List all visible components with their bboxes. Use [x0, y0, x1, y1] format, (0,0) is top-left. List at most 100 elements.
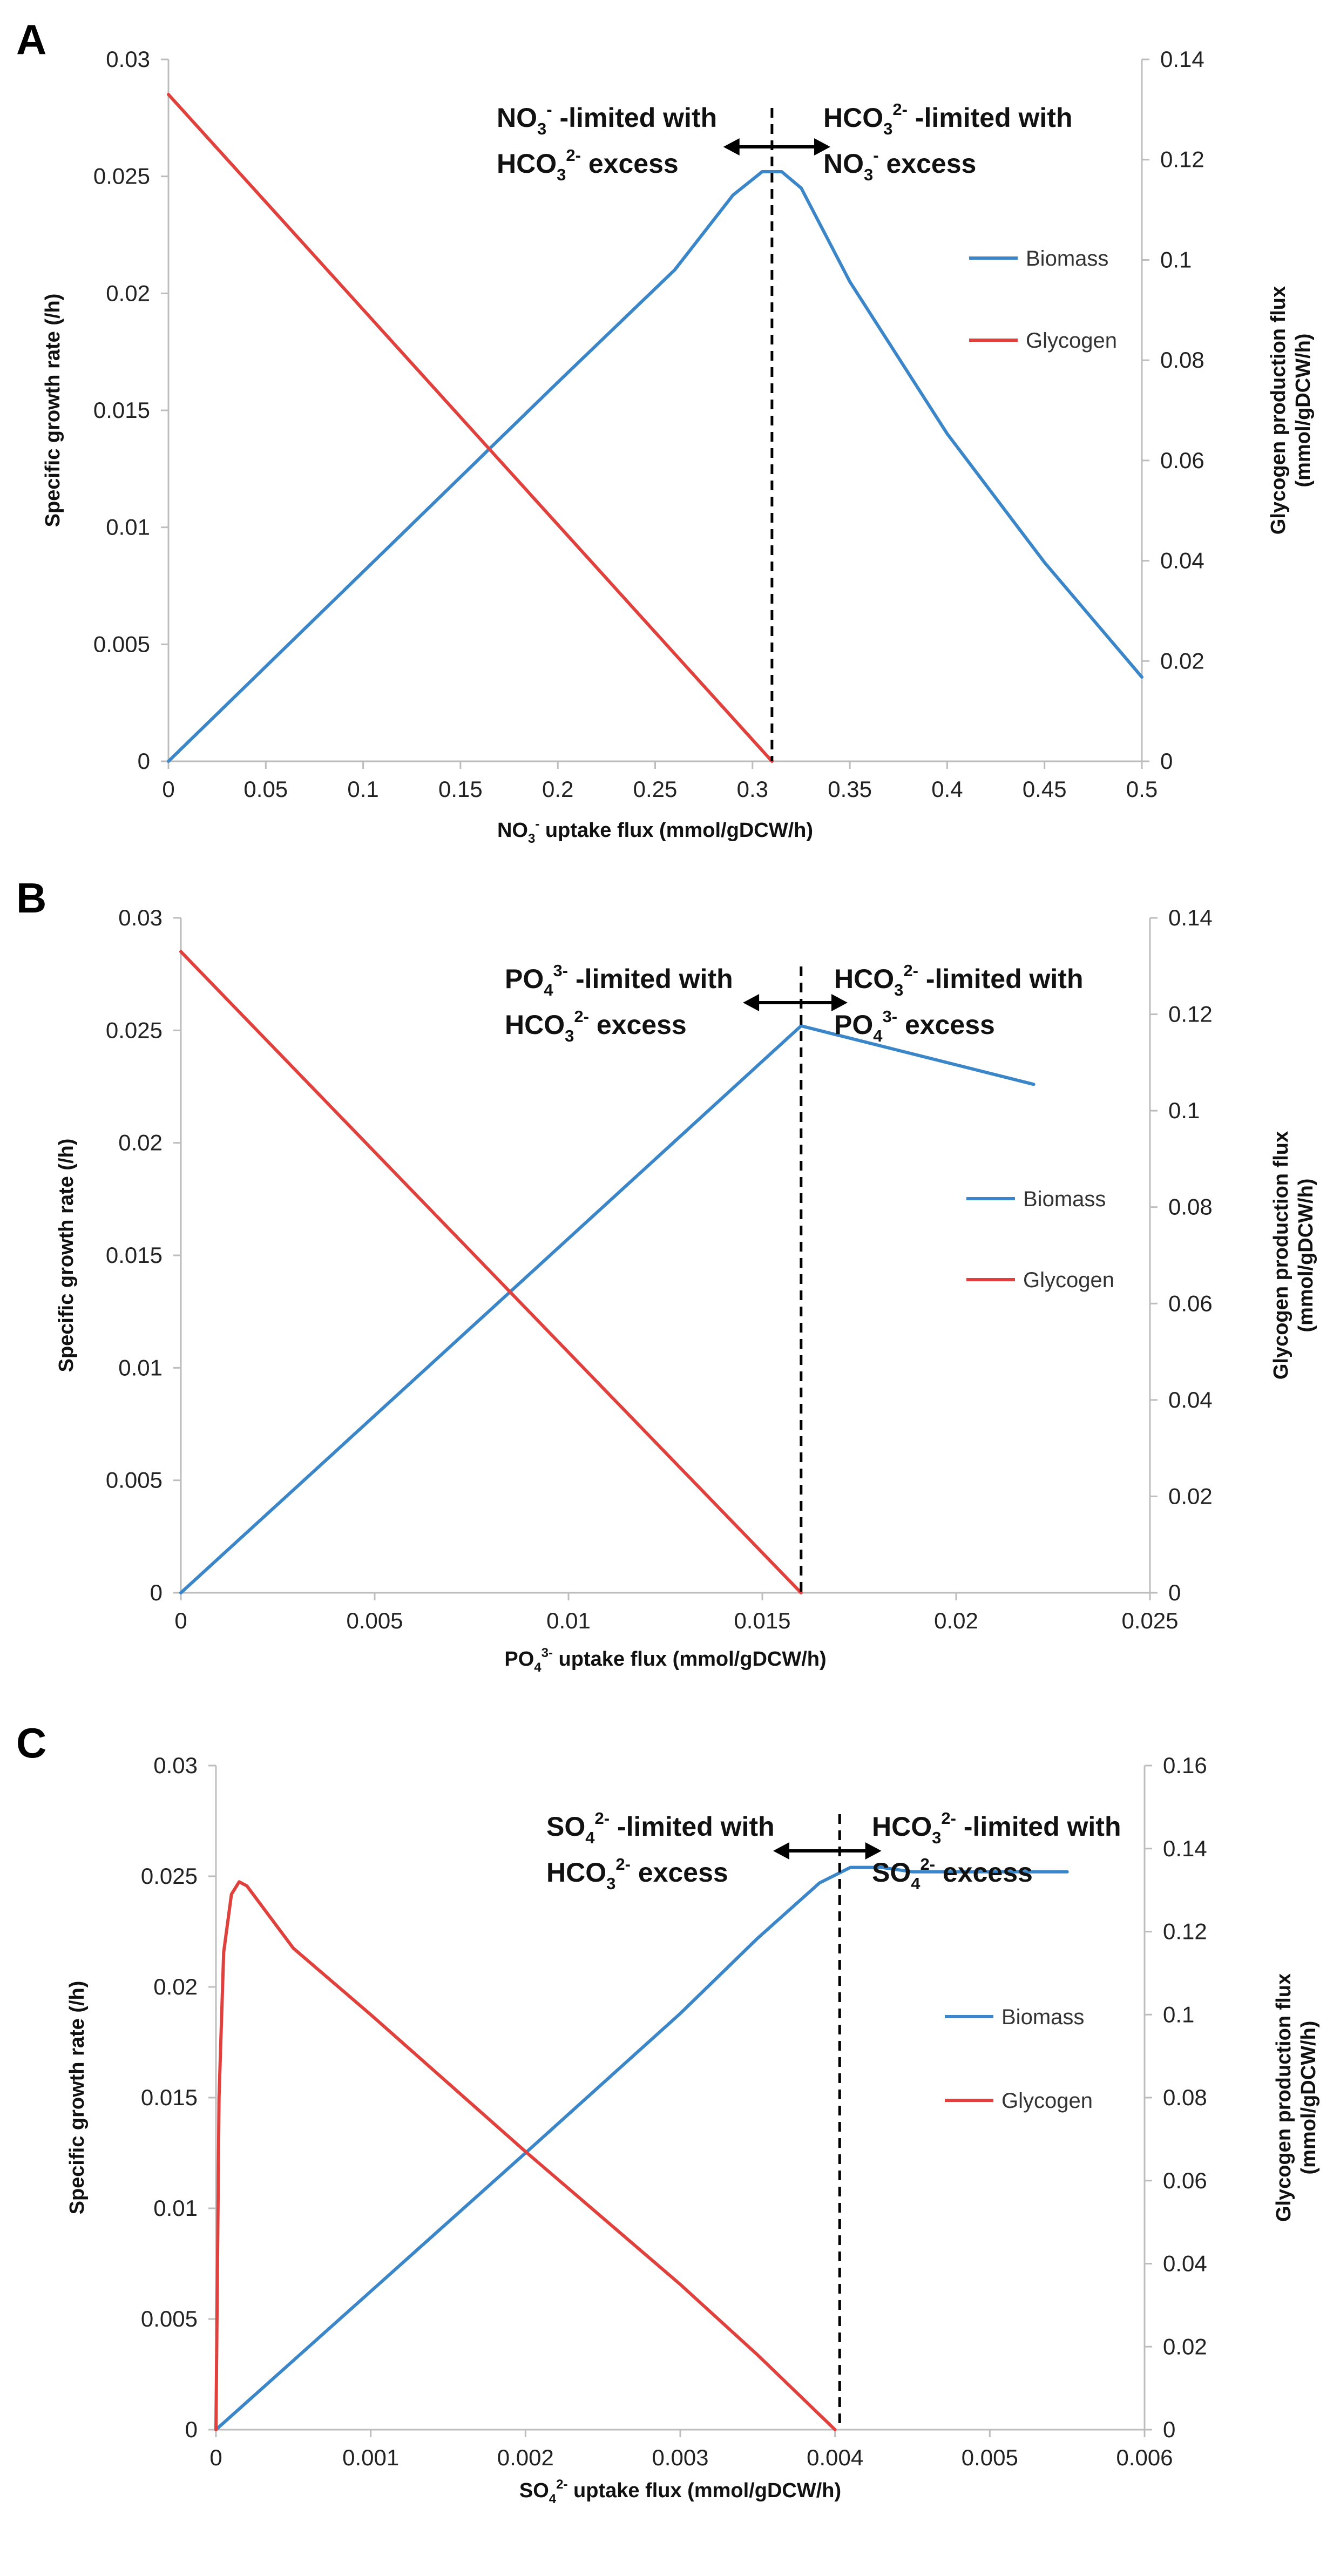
- y2-tick-label: 0.06: [1160, 448, 1204, 473]
- legend-label-biomass: Biomass: [1026, 247, 1108, 271]
- series-line-glycogen: [214, 1880, 837, 2431]
- x-axis-title: SO42- uptake flux (mmol/gDCW/h): [519, 2477, 841, 2506]
- arrow-right-head: [814, 138, 831, 155]
- y-tick-label: 0.01: [106, 515, 150, 540]
- y2-tick-label: 0.04: [1168, 1387, 1213, 1412]
- y2-tick-label: 0.08: [1160, 347, 1204, 373]
- y2-tick-label: 0.14: [1163, 1836, 1207, 1861]
- y2-axis-title: Glycogen production flux (mmol/gDCW/h): [1273, 1973, 1320, 2222]
- annotation-right-line1: HCO32- -limited with: [834, 961, 1084, 999]
- y-axis-title: Specific growth rate (/h): [55, 1139, 78, 1372]
- y2-axis-title: Glycogen production flux (mmol/gDCW/h): [1267, 286, 1315, 535]
- legend-label-glycogen: Glycogen: [1023, 1268, 1114, 1292]
- y-tick-label: 0.01: [118, 1355, 163, 1380]
- y-tick-label: 0.005: [141, 2306, 198, 2331]
- series-line-glycogen: [179, 950, 803, 1594]
- y-tick-label: 0.015: [93, 397, 150, 423]
- x-tick-label: 0: [162, 776, 174, 802]
- annotation-right-line1: HCO32- -limited with: [823, 100, 1073, 138]
- chart-panel-a: A0 0.05 0.1 0.15 0.2 0.25 0.3 0.35 0.4 0.45 0.500.…: [16, 16, 1315, 846]
- y2-tick-label: 0.12: [1163, 1919, 1207, 1944]
- x-tick-label: 0.4: [931, 776, 963, 802]
- y2-tick-label: 0.06: [1168, 1290, 1213, 1316]
- y2-tick-label: 0.02: [1163, 2334, 1207, 2359]
- x-tick-label: 0.005: [346, 1608, 403, 1633]
- legend-label-glycogen: Glycogen: [1026, 329, 1117, 353]
- y2-tick-label: 0.16: [1163, 1753, 1207, 1778]
- y-tick-label: 0.005: [106, 1468, 163, 1493]
- x-tick-label: 0.02: [934, 1608, 978, 1633]
- x-tick-label: 0.05: [243, 776, 288, 802]
- y-tick-label: 0: [138, 748, 150, 774]
- panel-letter: A: [16, 16, 46, 63]
- annotation-left-line2: HCO32- excess: [505, 1007, 687, 1045]
- chart-panel-c: C 0 0.001 0.002 0.003 0.004 0.005 0.006 0 0.005 0.…: [16, 1719, 1320, 2506]
- y2-axis-title: Glycogen production flux (mmol/gDCW/h): [1270, 1131, 1317, 1380]
- y-tick-label: 0.03: [118, 905, 163, 930]
- legend-label-biomass: Biomass: [1001, 2005, 1084, 2029]
- y2-tick-label: 0.04: [1160, 548, 1204, 573]
- annotation-right-line2: NO3- excess: [823, 146, 976, 184]
- y2-tick-label: 0: [1163, 2417, 1175, 2442]
- y2-tick-label: 0.06: [1163, 2168, 1207, 2193]
- annotation-right-line1: HCO32- -limited with: [872, 1809, 1121, 1847]
- y-tick-label: 0.02: [106, 280, 150, 306]
- legend-label-glycogen: Glycogen: [1001, 2089, 1093, 2113]
- annotation-right-line2: SO42- excess: [872, 1855, 1033, 1893]
- x-tick-label: 0.1: [347, 776, 378, 802]
- annotation-left-line1: PO43- -limited with: [505, 961, 733, 999]
- x-tick-label: 0.003: [652, 2445, 708, 2470]
- y2-tick-label: 0.12: [1160, 147, 1204, 172]
- series-line-biomass: [179, 1024, 1036, 1594]
- annotation-left-line2: HCO32- excess: [497, 146, 679, 184]
- arrow-left-head: [743, 994, 760, 1011]
- y2-tick-label: 0.1: [1160, 247, 1192, 272]
- y-tick-label: 0: [185, 2417, 198, 2442]
- x-tick-label: 0: [174, 1608, 187, 1633]
- y2-tick-label: 0: [1168, 1580, 1181, 1605]
- y-tick-label: 0.025: [93, 164, 150, 189]
- x-tick-label: 0.35: [828, 776, 872, 802]
- x-tick-label: 0.025: [1121, 1608, 1178, 1633]
- y-tick-label: 0: [150, 1580, 163, 1605]
- x-tick-label: 0.45: [1023, 776, 1067, 802]
- arrow-right-head: [865, 1842, 882, 1860]
- y-tick-label: 0.025: [141, 1863, 198, 1889]
- series-line-biomass: [167, 170, 1143, 763]
- annotation-right-line2: PO43- excess: [834, 1007, 995, 1045]
- y-tick-label: 0.015: [106, 1242, 163, 1268]
- x-tick-label: 0.005: [962, 2445, 1018, 2470]
- y-tick-label: 0.005: [93, 631, 150, 657]
- y-axis-title: Specific growth rate (/h): [66, 1981, 89, 2215]
- x-tick-label: 0.015: [734, 1608, 790, 1633]
- x-tick-label: 0: [209, 2445, 222, 2470]
- series-line-glycogen: [167, 93, 774, 763]
- y-tick-label: 0.02: [153, 1974, 198, 1999]
- y2-tick-label: 0.14: [1168, 905, 1213, 930]
- y2-tick-label: 0.12: [1168, 1002, 1213, 1027]
- y-tick-label: 0.03: [106, 46, 150, 72]
- y-tick-label: 0.015: [141, 2085, 198, 2110]
- arrow-right-head: [831, 994, 848, 1011]
- chart-panel-b: B 0 0.005 0.01 0.015 0.02 0.025 0 0.005 0.01 0.015…: [16, 874, 1317, 1675]
- y2-tick-label: 0.04: [1163, 2251, 1207, 2276]
- x-tick-label: 0.2: [542, 776, 573, 802]
- x-tick-label: 0.002: [497, 2445, 554, 2470]
- x-tick-label: 0.25: [633, 776, 678, 802]
- annotation-left-line2: HCO32- excess: [546, 1855, 728, 1893]
- annotation-left-line1: SO42- -limited with: [546, 1809, 775, 1847]
- y2-tick-label: 0.08: [1168, 1194, 1213, 1220]
- x-tick-label: 0.3: [737, 776, 768, 802]
- y2-tick-label: 0.1: [1168, 1098, 1200, 1123]
- x-axis-title: NO3- uptake flux (mmol/gDCW/h): [497, 817, 813, 846]
- x-tick-label: 0.006: [1116, 2445, 1173, 2470]
- y-axis-title: Specific growth rate (/h): [42, 294, 64, 528]
- series-line-biomass: [214, 1865, 1069, 2431]
- x-tick-label: 0.15: [438, 776, 483, 802]
- y2-tick-label: 0.14: [1160, 46, 1204, 72]
- x-tick-label: 0.01: [546, 1608, 591, 1633]
- panel-letter: B: [16, 874, 46, 922]
- arrow-left-head: [723, 138, 740, 155]
- panel-letter: C: [16, 1719, 46, 1767]
- annotation-left-line1: NO3- -limited with: [497, 100, 717, 138]
